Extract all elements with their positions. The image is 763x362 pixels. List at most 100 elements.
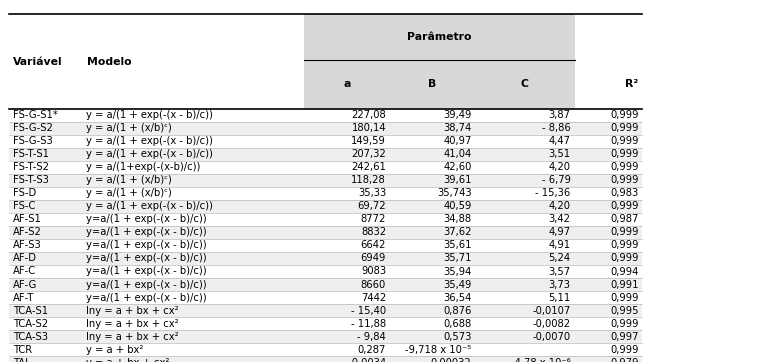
Bar (9, 278, 642, 291)
Text: 207,32: 207,32 (351, 149, 386, 159)
Text: 39,61: 39,61 (443, 175, 472, 185)
Text: 38,74: 38,74 (443, 123, 472, 133)
Text: 0,991: 0,991 (610, 279, 639, 290)
Text: 5,11: 5,11 (549, 292, 571, 303)
Text: 42,60: 42,60 (443, 162, 472, 172)
Text: FS-G-S1*: FS-G-S1* (13, 110, 58, 120)
Text: AF-S2: AF-S2 (13, 227, 42, 237)
Text: - 15,36: - 15,36 (536, 188, 571, 198)
Text: -4,78 x 10⁻⁶: -4,78 x 10⁻⁶ (511, 358, 571, 362)
Bar (9, 174, 642, 187)
Text: y = a/(1 + exp(-(x - b)/c)): y = a/(1 + exp(-(x - b)/c)) (86, 136, 213, 146)
Text: 4,20: 4,20 (549, 162, 571, 172)
Text: y = a/(1 + exp(-(x - b)/c)): y = a/(1 + exp(-(x - b)/c)) (86, 201, 213, 211)
Text: AF-S1: AF-S1 (13, 214, 42, 224)
Text: 3,87: 3,87 (549, 110, 571, 120)
Text: 0,999: 0,999 (610, 253, 639, 264)
Text: y = a/(1 + (x/b)ᶜ): y = a/(1 + (x/b)ᶜ) (86, 188, 172, 198)
Text: 0,999: 0,999 (610, 110, 639, 120)
Text: y = a + bx²: y = a + bx² (86, 345, 143, 355)
Text: 180,14: 180,14 (352, 123, 386, 133)
Bar (9, 226, 642, 239)
Bar (9, 122, 642, 135)
Text: AF-T: AF-T (13, 292, 34, 303)
Text: 0,999: 0,999 (610, 175, 639, 185)
Text: 0,999: 0,999 (610, 227, 639, 237)
Text: y=a/(1 + exp(-(x - b)/c)): y=a/(1 + exp(-(x - b)/c)) (86, 227, 207, 237)
Text: 35,743: 35,743 (437, 188, 472, 198)
Text: 0,999: 0,999 (610, 162, 639, 172)
Text: 35,33: 35,33 (358, 188, 386, 198)
Text: Variável: Variável (13, 56, 63, 67)
Text: FS-T-S3: FS-T-S3 (13, 175, 49, 185)
Text: 8832: 8832 (361, 227, 386, 237)
Text: - 6,79: - 6,79 (542, 175, 571, 185)
Text: y=a/(1 + exp(-(x - b)/c)): y=a/(1 + exp(-(x - b)/c)) (86, 266, 207, 277)
Text: y = a/(1+exp(-(x-b)/c)): y = a/(1+exp(-(x-b)/c)) (86, 162, 201, 172)
Text: FS-T-S1: FS-T-S1 (13, 149, 49, 159)
Text: Modelo: Modelo (87, 56, 131, 67)
Text: 4,20: 4,20 (549, 201, 571, 211)
Text: FS-D: FS-D (13, 188, 36, 198)
Text: a: a (343, 79, 351, 89)
Text: TAL: TAL (13, 358, 31, 362)
Text: -0,0107: -0,0107 (533, 306, 571, 316)
Text: y = a/(1 + exp(-(x - b)/c)): y = a/(1 + exp(-(x - b)/c)) (86, 110, 213, 120)
Text: 3,73: 3,73 (549, 279, 571, 290)
Text: AF-D: AF-D (13, 253, 37, 264)
Text: y=a/(1 + exp(-(x - b)/c)): y=a/(1 + exp(-(x - b)/c)) (86, 240, 207, 251)
Text: C: C (521, 79, 529, 89)
Text: -9,718 x 10⁻⁵: -9,718 x 10⁻⁵ (405, 345, 472, 355)
Bar (304, 14, 575, 60)
Text: 40,59: 40,59 (443, 201, 472, 211)
Text: 0,995: 0,995 (610, 306, 639, 316)
Bar (9, 304, 642, 317)
Text: 36,54: 36,54 (443, 292, 472, 303)
Text: y=a/(1 + exp(-(x - b)/c)): y=a/(1 + exp(-(x - b)/c)) (86, 292, 207, 303)
Text: 242,61: 242,61 (351, 162, 386, 172)
Text: 8660: 8660 (361, 279, 386, 290)
Bar (9, 330, 642, 343)
Text: 0,999: 0,999 (610, 123, 639, 133)
Text: - 11,88: - 11,88 (351, 319, 386, 329)
Text: TCA-S3: TCA-S3 (13, 332, 48, 342)
Text: 39,49: 39,49 (443, 110, 472, 120)
Text: 69,72: 69,72 (357, 201, 386, 211)
Text: 0,999: 0,999 (610, 136, 639, 146)
Text: TCA-S2: TCA-S2 (13, 319, 48, 329)
Text: 149,59: 149,59 (351, 136, 386, 146)
Text: lny = a + bx + cx²: lny = a + bx + cx² (86, 306, 179, 316)
Text: 0,994: 0,994 (610, 266, 639, 277)
Text: 0,573: 0,573 (443, 332, 472, 342)
Text: FS-G-S2: FS-G-S2 (13, 123, 53, 133)
Bar (9, 200, 642, 213)
Text: 0,987: 0,987 (610, 214, 639, 224)
Text: -0,0070: -0,0070 (533, 332, 571, 342)
Text: 35,94: 35,94 (443, 266, 472, 277)
Text: y = a + bx + cx²: y = a + bx + cx² (86, 358, 169, 362)
Text: y=a/(1 + exp(-(x - b)/c)): y=a/(1 + exp(-(x - b)/c)) (86, 253, 207, 264)
Text: 0,999: 0,999 (610, 292, 639, 303)
Text: 35,49: 35,49 (443, 279, 472, 290)
Text: TCA-S1: TCA-S1 (13, 306, 48, 316)
Text: y = a/(1 + exp(-(x - b)/c)): y = a/(1 + exp(-(x - b)/c)) (86, 149, 213, 159)
Text: 0,00032: 0,00032 (431, 358, 472, 362)
Text: FS-T-S2: FS-T-S2 (13, 162, 49, 172)
Text: 0,997: 0,997 (610, 332, 639, 342)
Text: 41,04: 41,04 (443, 149, 472, 159)
Text: AF-S3: AF-S3 (13, 240, 42, 251)
Text: 37,62: 37,62 (443, 227, 472, 237)
Text: 6949: 6949 (361, 253, 386, 264)
Text: 0,999: 0,999 (610, 149, 639, 159)
Text: 0,999: 0,999 (610, 345, 639, 355)
Text: AF-C: AF-C (13, 266, 36, 277)
Text: lny = a + bx + cx²: lny = a + bx + cx² (86, 319, 179, 329)
Text: 34,88: 34,88 (443, 214, 472, 224)
Text: y = a/(1 + (x/b)ᶜ): y = a/(1 + (x/b)ᶜ) (86, 123, 172, 133)
Text: - 8,86: - 8,86 (542, 123, 571, 133)
Text: 0,876: 0,876 (443, 306, 472, 316)
Text: FS-C: FS-C (13, 201, 35, 211)
Text: - 9,84: - 9,84 (357, 332, 386, 342)
Text: 8772: 8772 (361, 214, 386, 224)
Text: 4,91: 4,91 (549, 240, 571, 251)
